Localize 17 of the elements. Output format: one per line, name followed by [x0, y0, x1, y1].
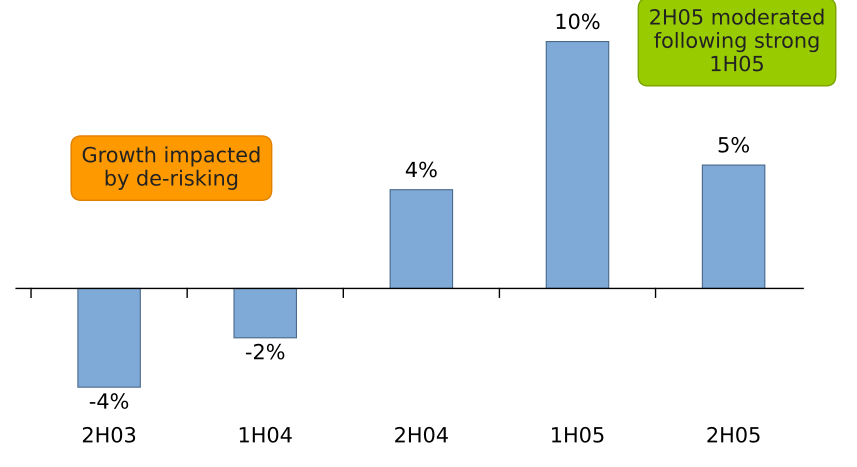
bar: [546, 41, 610, 290]
bar: [77, 288, 141, 388]
x-tick-label: 2H03: [82, 426, 136, 443]
bar: [233, 288, 298, 338]
x-tick-label: 1H05: [552, 426, 604, 443]
x-tick-label: 2H05: [707, 426, 760, 443]
annotation: 2H05 moderated following strong 1H05: [650, 8, 824, 72]
data-label: -4%: [90, 393, 128, 409]
x-tick-label: 1H04: [240, 426, 292, 443]
data-label: 4%: [406, 162, 437, 178]
bar: [390, 189, 454, 290]
annotation: Growth impacted by de-risking: [82, 146, 260, 190]
x-tick-label: 2H04: [395, 426, 448, 443]
data-label: -2%: [246, 344, 284, 360]
data-label: 5%: [718, 136, 749, 153]
bar: [702, 164, 766, 290]
data-label: 10%: [556, 13, 600, 30]
